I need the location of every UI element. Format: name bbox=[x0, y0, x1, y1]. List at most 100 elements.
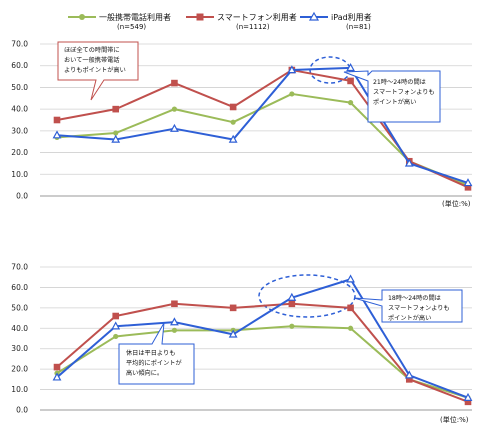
y-axis-ticks: 0.0 10.0 20.0 30.0 40.0 50.0 60.0 70.0 bbox=[11, 40, 28, 201]
y-tick-label: 40.0 bbox=[11, 324, 28, 333]
data-point bbox=[52, 130, 62, 139]
data-point bbox=[464, 398, 472, 406]
y-tick-label: 50.0 bbox=[11, 83, 28, 92]
callout-text: よりもポイントが高い bbox=[64, 66, 126, 74]
y-tick-label: 30.0 bbox=[11, 344, 28, 353]
callout-text: 高い傾向に。 bbox=[126, 369, 163, 377]
callout-text: スマートフォンよりも bbox=[388, 305, 450, 312]
callout-text: ポイントが高い bbox=[373, 98, 416, 106]
data-point bbox=[404, 370, 414, 379]
grid bbox=[40, 266, 472, 411]
y-tick-label: 40.0 bbox=[11, 105, 28, 114]
y-tick-label: 60.0 bbox=[11, 283, 28, 292]
highlight-ellipse bbox=[258, 274, 356, 318]
data-point bbox=[346, 274, 355, 283]
data-point bbox=[288, 300, 296, 308]
callout-text: 平均的にポイントが bbox=[126, 359, 182, 367]
series-line bbox=[56, 66, 469, 184]
unit-label: (単位:%) bbox=[442, 199, 471, 208]
legend-label: 一般携帯電話利用者 bbox=[99, 12, 171, 22]
legend-marker-square bbox=[196, 13, 204, 21]
legend-n: (n=81) bbox=[346, 23, 371, 31]
callout-box-2: 18時～24時の間は スマートフォンよりも ポイントが高い bbox=[353, 289, 463, 323]
legend-n: (n=549) bbox=[117, 23, 146, 31]
data-point bbox=[287, 292, 297, 301]
legend-item-smartphone: スマートフォン利用者 (n=1112) bbox=[186, 12, 297, 31]
y-tick-label: 70.0 bbox=[11, 263, 28, 272]
annotations bbox=[258, 274, 356, 318]
series-line bbox=[56, 325, 469, 399]
data-point bbox=[464, 184, 472, 191]
legend-label: iPad利用者 bbox=[331, 12, 372, 22]
y-tick-label: 0.0 bbox=[16, 406, 28, 415]
callout-text: スマートフォンよりも bbox=[373, 89, 435, 96]
callout-box-2: 21時～24時の間は スマートフォンよりも ポイントが高い bbox=[343, 70, 441, 123]
data-point bbox=[170, 123, 179, 132]
y-tick-label: 20.0 bbox=[11, 365, 28, 374]
data-point bbox=[171, 300, 178, 308]
legend-marker-circle bbox=[79, 14, 85, 20]
legend-item-ipad: iPad利用者 (n=81) bbox=[300, 11, 372, 31]
series-line bbox=[56, 92, 469, 187]
y-tick-label: 60.0 bbox=[11, 61, 28, 70]
data-point bbox=[289, 91, 295, 97]
data-point bbox=[171, 106, 178, 112]
data-point bbox=[463, 392, 473, 401]
chart-holiday: 0.0 10.0 20.0 30.0 40.0 50.0 60.0 70.0 休日は平日よりも… bbox=[11, 263, 473, 424]
data-point bbox=[347, 325, 354, 331]
data-point bbox=[53, 116, 61, 124]
data-point bbox=[228, 329, 238, 338]
data-point bbox=[347, 77, 354, 85]
unit-label: (単位:%) bbox=[440, 415, 469, 424]
data-point bbox=[170, 317, 179, 326]
data-point bbox=[113, 130, 119, 136]
y-tick-label: 50.0 bbox=[11, 303, 28, 312]
data-point bbox=[229, 304, 237, 312]
series bbox=[52, 63, 473, 191]
y-tick-label: 0.0 bbox=[16, 192, 28, 201]
data-point bbox=[111, 321, 121, 330]
callout-text: 21時～24時の間は bbox=[373, 79, 426, 86]
callout-box-1: ほぼ全ての時間帯に おいて一般携帯電話 よりもポイントが高い bbox=[57, 41, 139, 101]
data-point bbox=[52, 372, 62, 381]
data-point bbox=[229, 103, 237, 111]
legend-n: (n=1112) bbox=[236, 23, 270, 31]
series bbox=[52, 274, 473, 406]
y-tick-label: 70.0 bbox=[11, 40, 28, 49]
data-point bbox=[171, 327, 178, 333]
data-point bbox=[171, 79, 178, 87]
callout-text: ほぼ全ての時間帯に bbox=[64, 46, 120, 54]
data-point bbox=[404, 158, 414, 167]
data-point bbox=[112, 312, 120, 320]
data-point bbox=[287, 65, 297, 74]
y-tick-label: 30.0 bbox=[11, 126, 28, 135]
y-tick-label: 10.0 bbox=[11, 385, 28, 394]
legend-label: スマートフォン利用者 bbox=[217, 12, 297, 22]
legend-marker-triangle bbox=[308, 11, 320, 21]
chart-weekday: 0.0 10.0 20.0 30.0 40.0 50.0 60.0 70.0 ほぼ全ての時間帯… bbox=[11, 40, 473, 208]
data-point bbox=[230, 119, 236, 125]
callout-box-1: 休日は平日よりも 平均的にポイントが 高い傾向に。 bbox=[118, 322, 195, 385]
series-line bbox=[56, 302, 469, 403]
callout-text: 18時～24時の間は bbox=[388, 295, 441, 302]
data-point bbox=[347, 100, 354, 106]
y-tick-label: 20.0 bbox=[11, 148, 28, 157]
data-point bbox=[111, 134, 121, 143]
callout-text: ポイントが高い bbox=[388, 314, 431, 322]
data-point bbox=[289, 323, 295, 329]
y-axis-ticks: 0.0 10.0 20.0 30.0 40.0 50.0 60.0 70.0 bbox=[11, 263, 28, 415]
data-point bbox=[228, 134, 238, 143]
data-point bbox=[463, 178, 473, 187]
data-point bbox=[347, 304, 354, 312]
data-point bbox=[346, 63, 355, 72]
series-line bbox=[56, 278, 469, 399]
y-tick-label: 10.0 bbox=[11, 170, 28, 179]
data-point bbox=[405, 376, 413, 383]
legend: 一般携帯電話利用者 (n=549) スマートフォン利用者 (n=1112) iP… bbox=[68, 11, 372, 31]
callout-text: 休日は平日よりも bbox=[126, 349, 175, 357]
data-point bbox=[112, 105, 120, 113]
data-point bbox=[113, 333, 119, 340]
legend-item-feature-phone: 一般携帯電話利用者 (n=549) bbox=[68, 12, 171, 31]
data-point bbox=[53, 363, 61, 371]
